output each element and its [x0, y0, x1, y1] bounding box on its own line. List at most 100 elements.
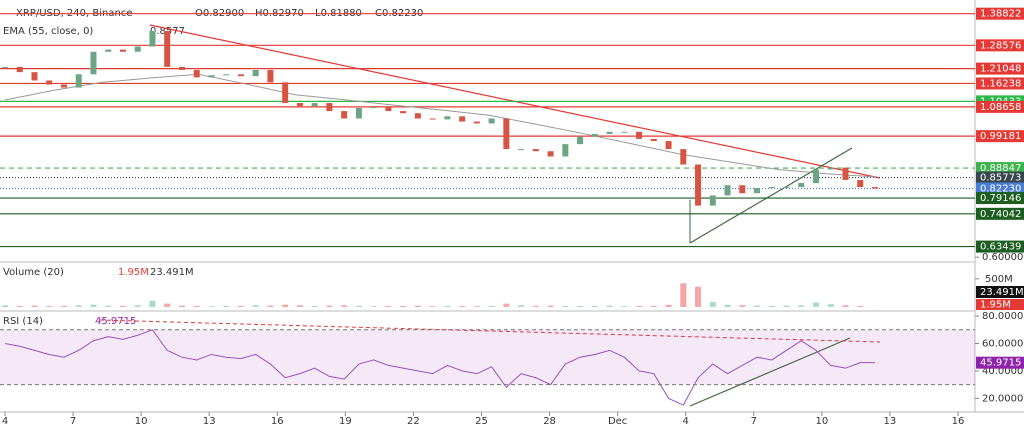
- rsi-tag-bg: [976, 356, 1024, 369]
- volume-bar: [636, 305, 643, 307]
- candle: [282, 82, 289, 104]
- candle: [60, 84, 67, 88]
- level-label-bg: [976, 62, 1024, 75]
- time-label: 4: [683, 416, 689, 427]
- time-label: 16: [271, 416, 284, 427]
- volume-bar: [680, 283, 687, 307]
- time-label: 10: [815, 416, 828, 427]
- volume-bar: [355, 305, 362, 307]
- volume-bar: [282, 304, 289, 307]
- candle: [518, 149, 525, 151]
- level-label-bg: [976, 100, 1024, 113]
- volume-bar: [296, 305, 303, 307]
- candle: [488, 118, 495, 124]
- level-label: 1.38822: [980, 9, 1021, 20]
- candle: [709, 195, 716, 206]
- volume-bar: [827, 304, 834, 307]
- level-label-bg: [976, 240, 1024, 253]
- volume-bar: [665, 304, 672, 307]
- volume-bar: [223, 305, 230, 307]
- volume-bar: [768, 305, 775, 307]
- candle: [223, 74, 230, 76]
- volume-bar: [267, 305, 274, 307]
- time-label: 13: [884, 416, 897, 427]
- candle: [149, 31, 156, 47]
- candle: [31, 72, 38, 81]
- level-label: 1.16238: [980, 78, 1021, 89]
- time-label: 28: [543, 416, 556, 427]
- level-label: 0.99181: [980, 131, 1021, 142]
- time-label: 16: [952, 416, 965, 427]
- rsi-tick-label: 60.0000: [982, 339, 1023, 350]
- volume-bar: [488, 305, 495, 307]
- volume-bar: [562, 305, 569, 307]
- volume-bar: [370, 306, 377, 307]
- volume-bar: [621, 306, 628, 307]
- volume-bar: [842, 305, 849, 307]
- time-label: 7: [70, 416, 76, 427]
- rsi-line: [4, 329, 875, 406]
- candle: [2, 66, 8, 68]
- volume-bar: [178, 305, 185, 307]
- candle: [370, 107, 377, 109]
- candle: [46, 80, 53, 85]
- volume-bar: [606, 305, 613, 307]
- level-label-bg: [976, 7, 1024, 20]
- volume-bar: [577, 305, 584, 307]
- rsi-tick-label: 20.0000: [982, 393, 1023, 404]
- candle: [473, 121, 480, 124]
- volume-bar: [326, 305, 333, 307]
- time-label: 4: [2, 416, 8, 427]
- candle: [326, 103, 333, 112]
- candle: [311, 103, 318, 107]
- volume-bar: [149, 300, 156, 307]
- time-label: 25: [475, 416, 488, 427]
- volume-last-tag: 1.95M: [980, 300, 1011, 311]
- volume-ma: 23.491M: [150, 267, 194, 278]
- volume-bar: [473, 306, 480, 307]
- volume-bar: [208, 306, 215, 307]
- volume-label: Volume (20): [3, 267, 64, 278]
- candle: [739, 185, 746, 194]
- candle: [503, 118, 510, 150]
- candle: [105, 49, 112, 52]
- level-label-bg: [976, 162, 1024, 175]
- candle: [768, 187, 775, 189]
- volume-bar: [252, 305, 259, 307]
- rsi-value: 45.9715: [95, 316, 136, 327]
- volume-bar: [444, 305, 451, 307]
- volume-bar: [164, 303, 171, 307]
- candle: [16, 66, 23, 73]
- candle: [400, 111, 407, 114]
- volume-bar: [311, 305, 318, 307]
- candle: [857, 179, 864, 188]
- volume-bar: [385, 305, 392, 307]
- candle: [813, 169, 820, 184]
- candle: [75, 74, 82, 88]
- candle: [591, 133, 598, 137]
- volume-ma-bg: [976, 286, 1024, 298]
- candle: [459, 116, 466, 122]
- candle: [724, 185, 731, 196]
- level-label-bg: [976, 77, 1024, 90]
- rsi-tag: 45.9715: [980, 358, 1021, 369]
- level-label: 1.08658: [980, 102, 1021, 113]
- ema-label: EMA (55, close, 0): [3, 26, 93, 37]
- volume-bar: [90, 304, 97, 307]
- volume-bar: [193, 305, 200, 307]
- volume-bar: [857, 305, 864, 307]
- level-label: 0.82230: [980, 184, 1021, 195]
- level-label: 0.88847: [980, 163, 1021, 174]
- level-label: 0.63439: [980, 242, 1021, 253]
- trend-line: [689, 147, 853, 244]
- volume-bar: [459, 305, 466, 307]
- volume-bar: [134, 305, 141, 307]
- candle: [547, 151, 554, 157]
- time-label: Dec: [608, 416, 627, 427]
- volume-bar: [724, 304, 731, 307]
- candle: [193, 69, 200, 78]
- candle: [252, 69, 259, 77]
- candle: [414, 113, 421, 119]
- level-label: 0.85773: [980, 173, 1021, 184]
